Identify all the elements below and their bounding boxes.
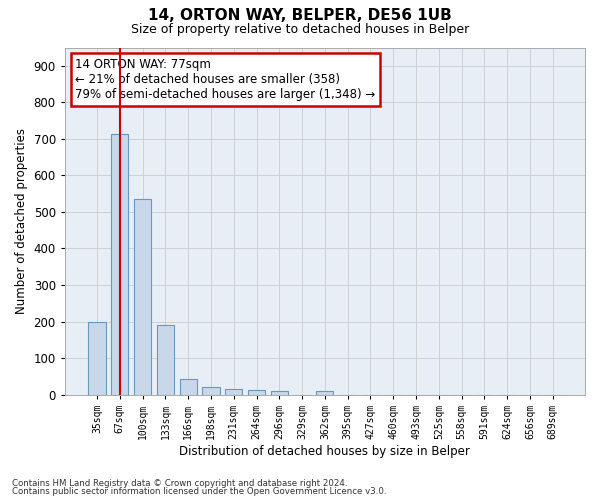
Bar (202, 388, 220, 394)
Text: Contains HM Land Registry data © Crown copyright and database right 2024.: Contains HM Land Registry data © Crown c… (12, 478, 347, 488)
Bar (316, 391, 334, 394)
Bar (134, 199, 151, 394)
Bar (88, 322, 106, 394)
Text: Contains public sector information licensed under the Open Government Licence v3: Contains public sector information licen… (12, 487, 386, 496)
Bar (248, 390, 265, 394)
Y-axis label: Number of detached properties: Number of detached properties (15, 128, 28, 314)
Text: Size of property relative to detached houses in Belper: Size of property relative to detached ho… (131, 22, 469, 36)
Text: 14 ORTON WAY: 77sqm
← 21% of detached houses are smaller (358)
79% of semi-detac: 14 ORTON WAY: 77sqm ← 21% of detached ho… (75, 58, 376, 101)
Bar (225, 389, 242, 394)
Bar (111, 134, 128, 394)
X-axis label: Distribution of detached houses by size in Belper: Distribution of detached houses by size … (179, 444, 470, 458)
Text: 14, ORTON WAY, BELPER, DE56 1UB: 14, ORTON WAY, BELPER, DE56 1UB (148, 8, 452, 22)
Bar (271, 391, 288, 394)
Bar (179, 380, 197, 394)
Bar (157, 324, 174, 394)
